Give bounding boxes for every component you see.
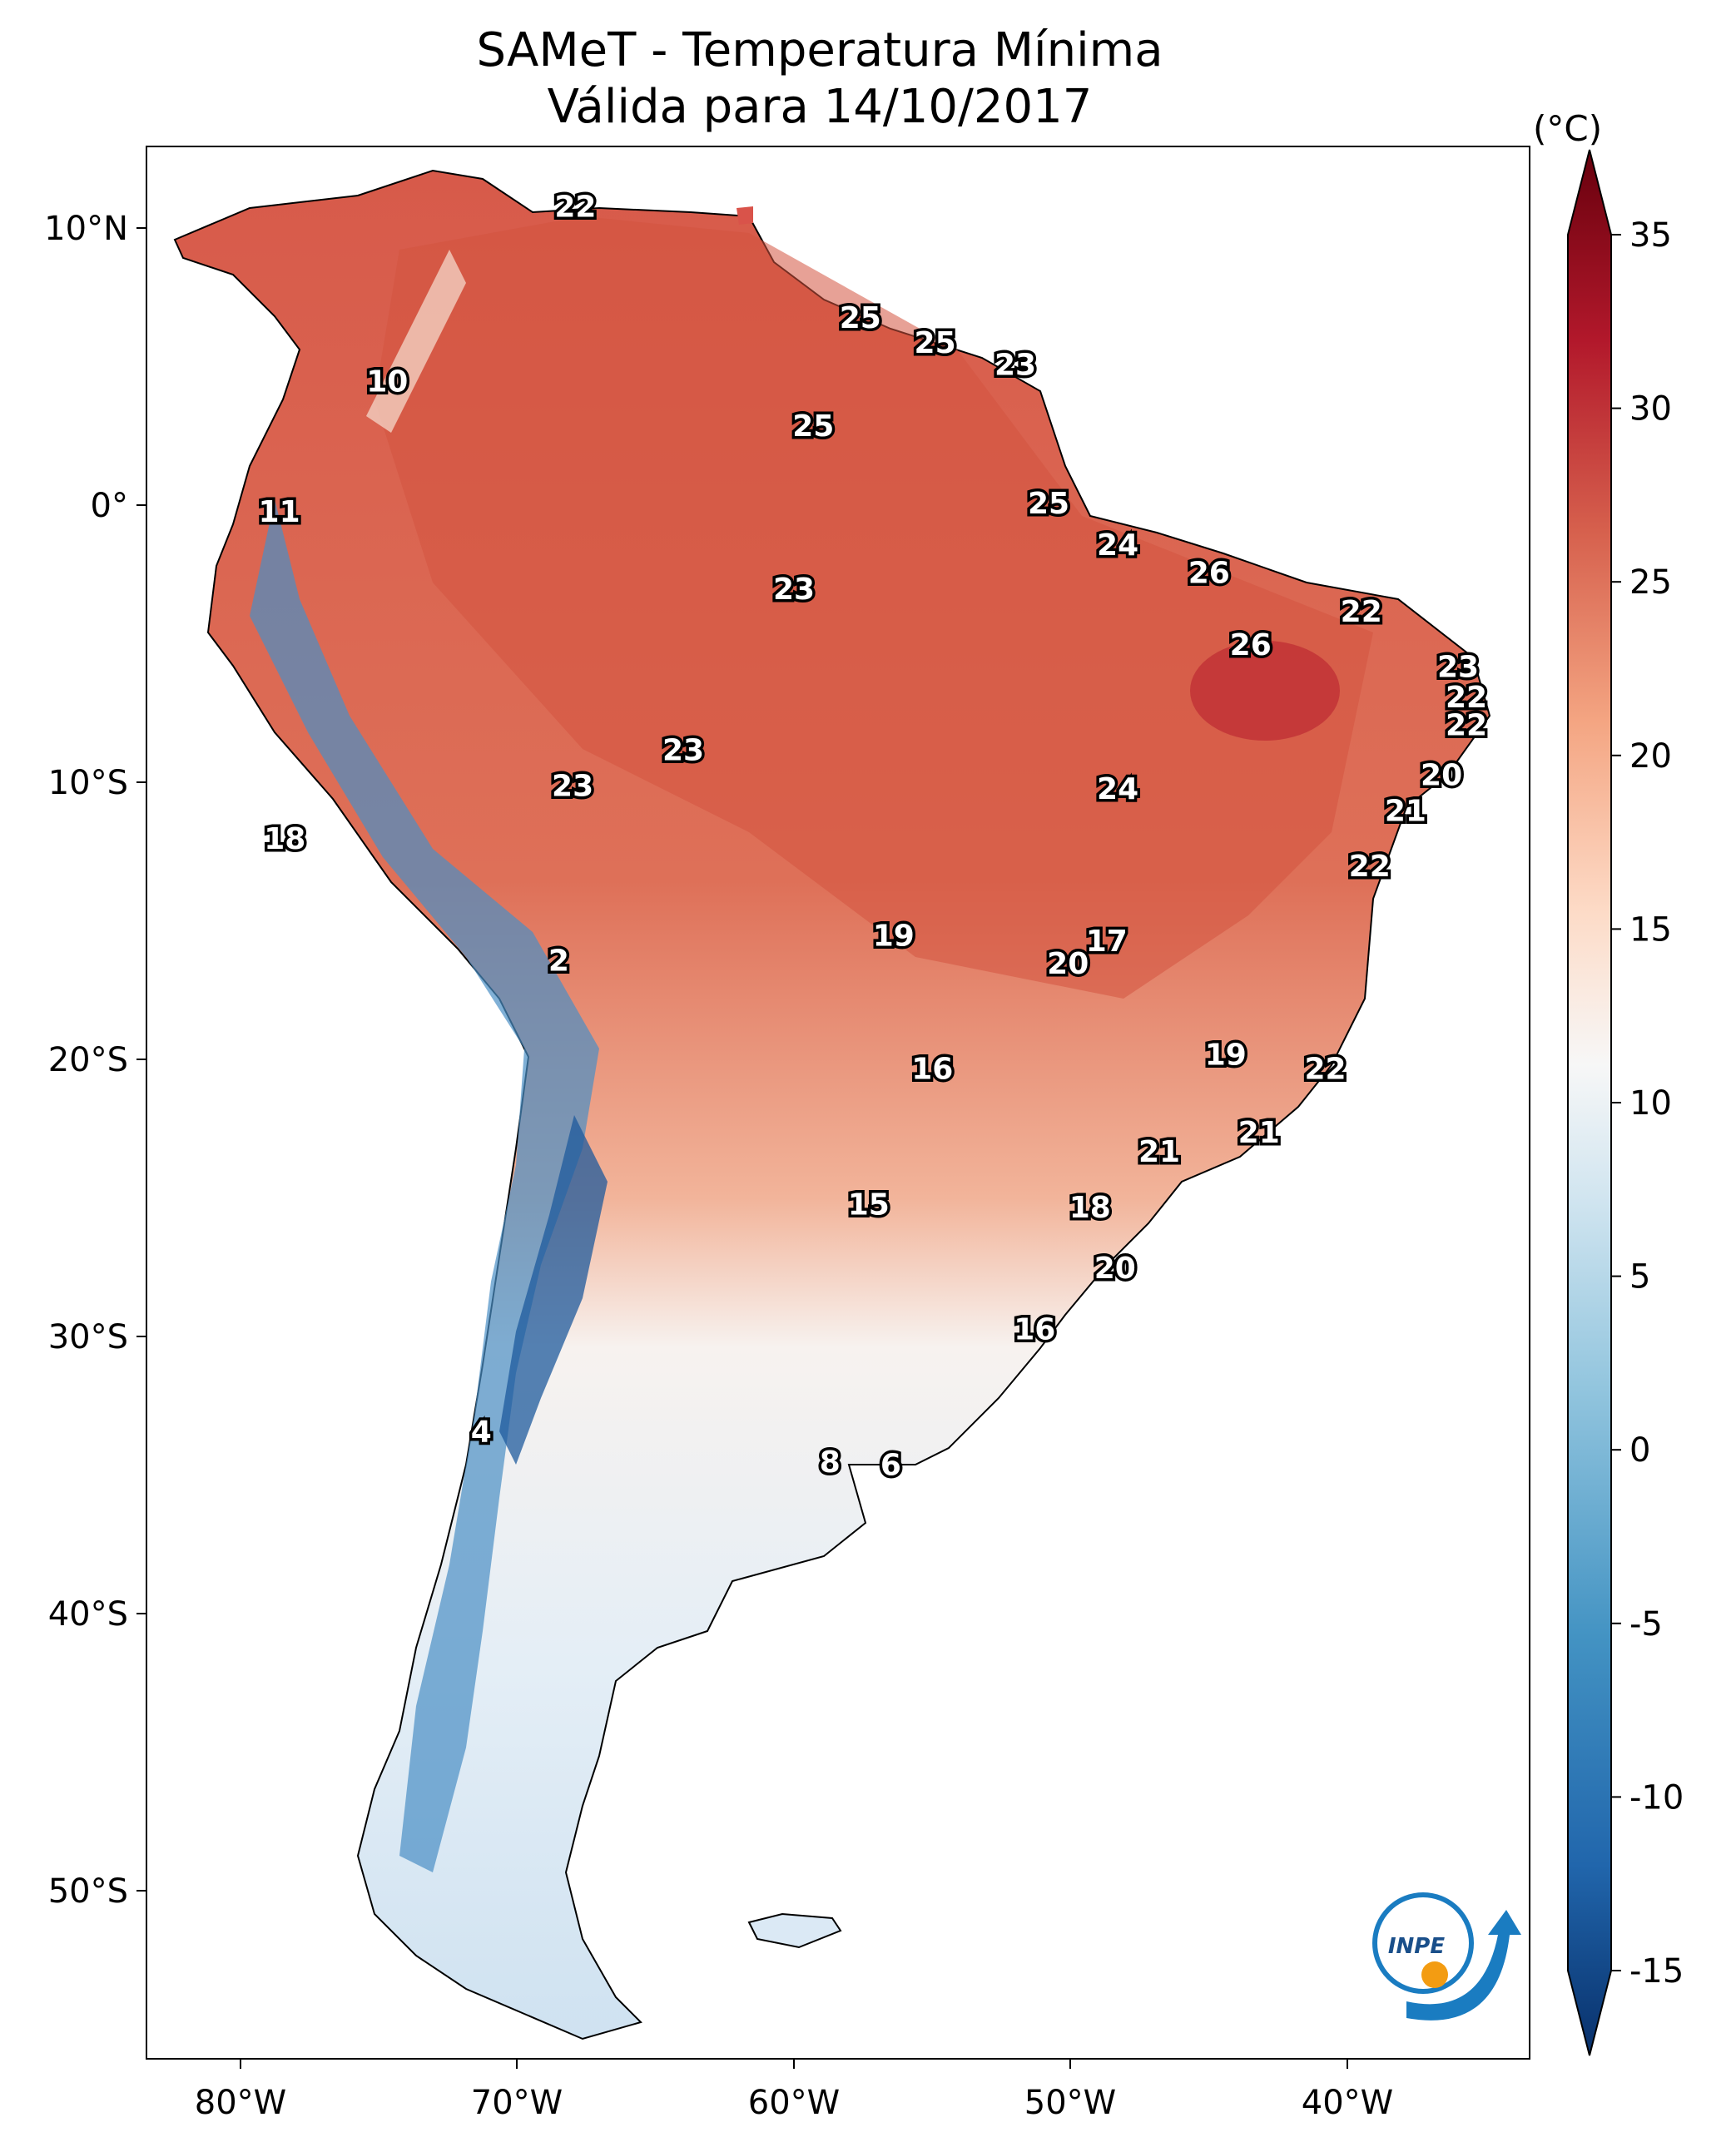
colorbar-unit: (°C) bbox=[1533, 108, 1603, 149]
warm-region bbox=[374, 216, 1373, 999]
colorbar-tick-label: 35 bbox=[1629, 216, 1672, 255]
lat-tick-label: 10°S bbox=[48, 764, 128, 802]
lon-tick-label: 50°W bbox=[1024, 2084, 1116, 2122]
temperature-label: 21 bbox=[1238, 1116, 1280, 1150]
andes-cold-band bbox=[250, 499, 599, 1872]
lat-tick-label: 0° bbox=[91, 487, 128, 525]
logo-sun-icon bbox=[1421, 1961, 1448, 1988]
temperature-label: 23 bbox=[662, 733, 704, 767]
colorbar-tick-label: 0 bbox=[1629, 1431, 1650, 1470]
temperature-label: 18 bbox=[1069, 1191, 1111, 1225]
lon-tick-label: 80°W bbox=[195, 2084, 286, 2122]
temperature-label: 22 bbox=[1341, 595, 1382, 629]
lon-tick-label: 60°W bbox=[748, 2084, 840, 2122]
lon-ticks: 80°W 70°W 60°W 50°W 40°W bbox=[195, 2059, 1393, 2122]
temperature-label: 11 bbox=[259, 495, 300, 529]
temperature-label: 22 bbox=[1446, 708, 1487, 742]
temperature-label: 25 bbox=[792, 409, 834, 444]
temperature-label: 16 bbox=[1014, 1312, 1055, 1346]
lat-tick-label: 50°S bbox=[48, 1872, 128, 1911]
temperature-label: 25 bbox=[915, 326, 956, 360]
temperature-label: 26 bbox=[1230, 628, 1272, 662]
colorbar-tick-label: -5 bbox=[1629, 1605, 1663, 1644]
colorbar-tick-label: 30 bbox=[1629, 390, 1672, 429]
temperature-label: 23 bbox=[994, 349, 1036, 383]
temperature-label: 8 bbox=[820, 1445, 841, 1480]
falkland-islands bbox=[747, 1912, 842, 1949]
chart-subtitle: Válida para 14/10/2017 bbox=[547, 80, 1093, 134]
lat-tick-label: 30°S bbox=[48, 1318, 128, 1356]
lon-tick-label: 40°W bbox=[1302, 2084, 1393, 2122]
colorbar-tick-label: -15 bbox=[1629, 1952, 1684, 1991]
temperature-label: 22 bbox=[554, 191, 596, 225]
temperature-label: 20 bbox=[1094, 1252, 1136, 1286]
temperature-label: 23 bbox=[1437, 651, 1479, 685]
colorbar: 35 30 25 20 15 10 5 0 -5 -10 -15 bbox=[1567, 149, 1684, 2056]
temperature-label: 24 bbox=[1097, 772, 1138, 806]
temperature-label: 21 bbox=[1138, 1135, 1180, 1169]
temperature-label: 6 bbox=[880, 1449, 901, 1483]
logo-ring-icon bbox=[1372, 1892, 1474, 1994]
temperature-label: 25 bbox=[1028, 487, 1069, 521]
temperature-label: 22 bbox=[1349, 850, 1391, 884]
temperature-label: 19 bbox=[873, 920, 915, 954]
temperature-label: 24 bbox=[1097, 528, 1138, 563]
temperature-label: 4 bbox=[471, 1416, 492, 1450]
temperature-label: 23 bbox=[552, 770, 593, 804]
temperature-label: 22 bbox=[1304, 1052, 1346, 1086]
lat-tick-label: 20°S bbox=[48, 1041, 128, 1079]
colorbar-tick-label: -10 bbox=[1629, 1778, 1684, 1817]
colorbar-tick-label: 20 bbox=[1629, 737, 1672, 776]
inpe-logo: INPE bbox=[1372, 1892, 1521, 2021]
colorbar-tick-label: 25 bbox=[1629, 563, 1672, 602]
colorbar-body bbox=[1567, 149, 1612, 2056]
temperature-label: 26 bbox=[1188, 556, 1230, 590]
lon-tick-label: 70°W bbox=[471, 2084, 563, 2122]
temperature-label: 17 bbox=[1086, 925, 1128, 959]
trinidad-island bbox=[737, 206, 753, 225]
andes-core bbox=[499, 1115, 608, 1465]
temperature-label: 23 bbox=[773, 573, 815, 607]
temperature-label: 16 bbox=[911, 1052, 953, 1086]
temperature-label: 10 bbox=[366, 365, 408, 399]
colorbar-tick-label: 10 bbox=[1629, 1084, 1672, 1123]
lat-tick-label: 10°N bbox=[44, 210, 128, 248]
temperature-label: 20 bbox=[1047, 947, 1089, 981]
temperature-label: 18 bbox=[264, 822, 305, 856]
temperature-label: 20 bbox=[1421, 758, 1462, 792]
logo-arrow-icon bbox=[1406, 1910, 1521, 2021]
logo-text: INPE bbox=[1388, 1934, 1445, 1959]
lat-ticks: 10°N 0° 10°S 20°S 30°S 40°S 50°S bbox=[44, 210, 146, 1911]
temperature-label: 15 bbox=[848, 1188, 890, 1222]
temperature-label: 21 bbox=[1385, 795, 1426, 829]
temperature-label: 22 bbox=[1446, 681, 1487, 715]
temperature-label: 19 bbox=[1205, 1039, 1247, 1073]
hot-spot bbox=[1190, 641, 1340, 741]
temperature-label: 25 bbox=[840, 301, 881, 335]
chart-title: SAMeT - Temperatura Mínima bbox=[476, 23, 1163, 77]
temperature-label: 2 bbox=[548, 944, 569, 978]
colorbar-tick-label: 5 bbox=[1629, 1258, 1650, 1297]
colorbar-tick-label: 15 bbox=[1629, 910, 1672, 949]
colombia-cool-strip bbox=[366, 250, 466, 433]
lat-tick-label: 40°S bbox=[48, 1595, 128, 1634]
